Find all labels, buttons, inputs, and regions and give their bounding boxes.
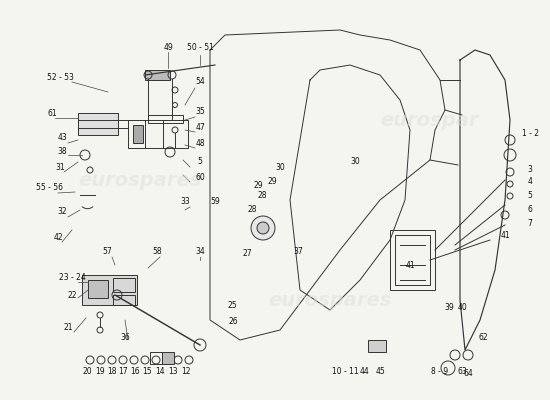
- Text: 28: 28: [257, 190, 267, 200]
- Text: 7: 7: [527, 220, 532, 228]
- Bar: [78, 113, 118, 135]
- Text: 29: 29: [267, 178, 277, 186]
- Text: 38: 38: [57, 148, 67, 156]
- Bar: [390, 230, 435, 290]
- Text: 36: 36: [120, 332, 130, 342]
- Text: 49: 49: [163, 44, 173, 52]
- Text: 33: 33: [180, 198, 190, 206]
- Text: 12: 12: [182, 368, 191, 376]
- Bar: [162, 352, 174, 364]
- Text: 39: 39: [444, 304, 454, 312]
- Text: 47: 47: [195, 122, 205, 132]
- Text: 48: 48: [195, 138, 205, 148]
- Bar: [148, 115, 183, 123]
- Bar: [88, 280, 108, 298]
- Text: 30: 30: [275, 164, 285, 172]
- Text: 58: 58: [152, 248, 162, 256]
- Text: 26: 26: [228, 318, 238, 326]
- Text: 25: 25: [227, 300, 237, 310]
- Text: 62: 62: [478, 334, 488, 342]
- Text: 6: 6: [527, 204, 532, 214]
- Text: 17: 17: [118, 368, 128, 376]
- Text: 3: 3: [527, 166, 532, 174]
- Text: 59: 59: [210, 198, 220, 206]
- Text: 61: 61: [47, 108, 57, 118]
- Text: 16: 16: [130, 368, 140, 376]
- Text: 43: 43: [57, 134, 67, 142]
- Bar: [113, 295, 135, 305]
- Text: 8 - 9: 8 - 9: [431, 368, 449, 376]
- Text: 27: 27: [242, 248, 252, 258]
- Text: 20: 20: [82, 368, 92, 376]
- Text: eurospares: eurospares: [268, 290, 392, 310]
- Text: 41: 41: [405, 260, 415, 270]
- Text: 55 - 56: 55 - 56: [36, 184, 63, 192]
- Bar: [150, 352, 162, 364]
- Text: eurospar: eurospar: [381, 110, 479, 130]
- Text: 63: 63: [457, 368, 467, 376]
- Bar: [82, 275, 137, 305]
- Text: 52 - 53: 52 - 53: [47, 74, 74, 82]
- Text: 40: 40: [457, 304, 467, 312]
- Text: 23 - 24: 23 - 24: [59, 272, 85, 282]
- Text: 22: 22: [67, 292, 77, 300]
- Text: 13: 13: [168, 368, 178, 376]
- Text: 31: 31: [55, 162, 65, 172]
- Text: 32: 32: [57, 208, 67, 216]
- Text: eurospares: eurospares: [78, 170, 202, 190]
- Text: 1 - 2: 1 - 2: [521, 128, 538, 138]
- Text: 10 - 11: 10 - 11: [332, 368, 358, 376]
- Text: 28: 28: [248, 206, 257, 214]
- Bar: [133, 125, 143, 143]
- Text: 57: 57: [102, 248, 112, 256]
- Text: 19: 19: [95, 368, 105, 376]
- Bar: [395, 235, 430, 285]
- Text: 30: 30: [350, 158, 360, 166]
- Circle shape: [257, 222, 269, 234]
- Text: 5: 5: [197, 158, 202, 166]
- Bar: [113, 278, 135, 292]
- Bar: [368, 340, 386, 352]
- Text: 44: 44: [360, 368, 370, 376]
- Text: 34: 34: [195, 248, 205, 256]
- Text: 21: 21: [63, 324, 73, 332]
- Text: 41: 41: [500, 230, 510, 240]
- Text: 37: 37: [293, 248, 303, 256]
- Text: 50 - 51: 50 - 51: [186, 44, 213, 52]
- Text: 15: 15: [142, 368, 152, 376]
- Circle shape: [251, 216, 275, 240]
- Bar: [145, 70, 170, 80]
- Bar: [128, 120, 188, 148]
- Text: 18: 18: [107, 368, 117, 376]
- Text: 42: 42: [53, 234, 63, 242]
- Text: 35: 35: [195, 108, 205, 116]
- Text: 29: 29: [253, 180, 263, 190]
- Text: 60: 60: [195, 172, 205, 182]
- Text: 64: 64: [463, 368, 473, 378]
- Text: 45: 45: [375, 368, 385, 376]
- Text: 54: 54: [195, 78, 205, 86]
- Text: 14: 14: [155, 368, 165, 376]
- Text: 5: 5: [527, 192, 532, 200]
- Text: 4: 4: [527, 178, 532, 186]
